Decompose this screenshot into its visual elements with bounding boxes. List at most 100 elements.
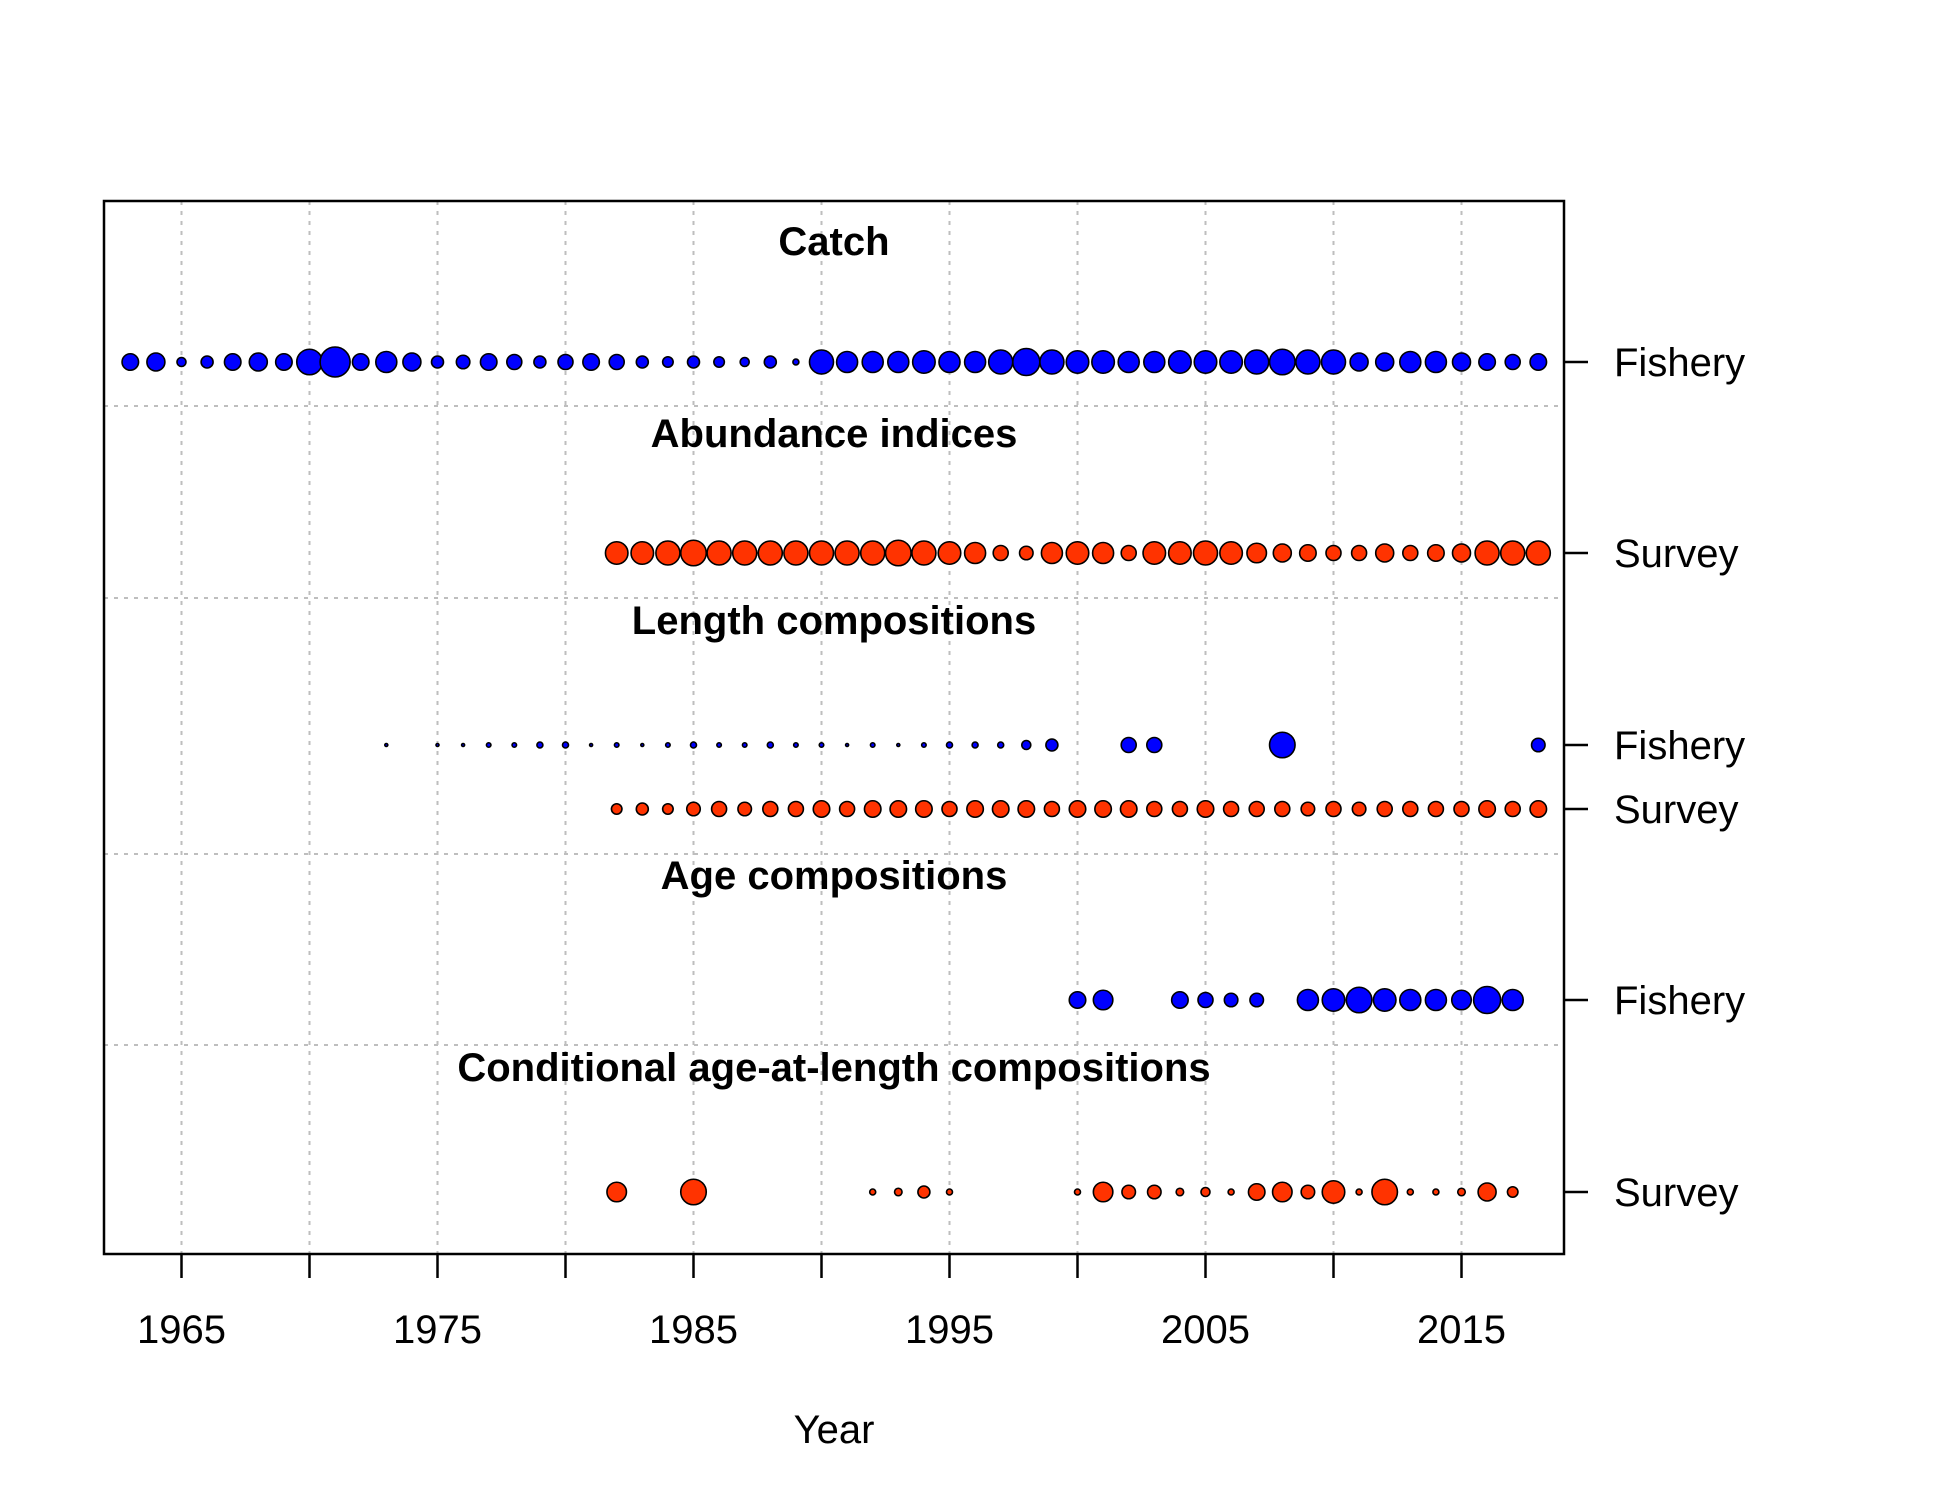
section-title: Length compositions [632,599,1036,643]
data-point [914,799,933,819]
data-point [1017,799,1036,819]
data-point [1298,543,1317,563]
data-point [1372,987,1397,1013]
data-point [610,802,623,816]
data-point [917,1185,931,1199]
data-point [1424,988,1448,1012]
x-tick-label: 1965 [137,1308,226,1352]
data-point [248,352,269,372]
data-point [1146,1184,1162,1200]
data-point [485,741,492,749]
data-point [1246,542,1268,564]
data-point [1501,988,1524,1012]
data-point [536,741,544,749]
data-point [608,353,626,371]
data-point [639,742,645,748]
data-point [1073,1188,1082,1196]
data-point [1321,1179,1346,1205]
data-point [766,741,775,749]
data-point [561,741,570,749]
data-point [383,742,389,748]
data-point [661,802,674,816]
data-point [1406,1188,1415,1196]
data-point [812,799,831,819]
data-point [664,741,671,749]
data-point [996,741,1005,749]
data-point [937,540,962,566]
data-point [895,742,901,748]
data-point [1350,544,1368,562]
data-point [716,741,723,749]
data-point [737,801,753,817]
data-point [479,352,498,372]
data-point [1167,349,1192,375]
data-point [1274,800,1291,818]
data-point [351,352,370,372]
data-point [1249,992,1265,1008]
data-point [818,741,825,749]
data-point [1325,800,1342,818]
data-point [1121,1184,1137,1200]
data-point [1351,801,1367,817]
x-axis-label: Year [794,1408,875,1452]
data-point [655,540,681,566]
data-point [1043,800,1061,818]
data-point [731,540,758,566]
data-point [1197,991,1214,1009]
data-point [635,355,650,369]
data-point [1192,540,1219,566]
data-point [588,742,594,748]
data-point [1376,800,1393,818]
data-point [1296,988,1320,1012]
data-point [1268,731,1296,759]
data-point [1451,543,1472,563]
data-point [861,350,885,374]
data-point [1045,738,1059,752]
row-label: Fishery [1614,979,1745,1023]
data-point [1355,1188,1363,1196]
data-point [613,741,620,749]
x-tick-label: 1995 [905,1308,994,1352]
data-point [884,539,912,567]
data-point [1039,349,1065,375]
data-point [792,741,799,749]
series-survey [606,1178,1519,1206]
data-point [1222,800,1240,818]
data-point [582,352,601,372]
section-title: Age compositions [661,854,1008,898]
row-label: Survey [1614,1171,1739,1215]
data-point [1530,737,1546,753]
data-point [1040,541,1064,565]
data-point [886,350,910,374]
data-point [706,540,732,566]
series-fishery [121,346,1548,378]
data-point [1219,540,1244,566]
data-point [1119,799,1138,819]
data-point [1424,350,1448,374]
data-point [1529,352,1548,372]
data-point [1227,1188,1235,1196]
data-point [1068,990,1087,1010]
data-point [1021,739,1032,751]
data-point [319,346,351,378]
data-point [533,355,547,369]
data-point [1478,352,1497,372]
x-tick-label: 1985 [649,1308,738,1352]
data-point [1525,540,1552,566]
data-point [859,540,886,566]
data-point [1427,800,1445,818]
data-point [808,349,835,375]
data-point [1142,540,1167,566]
data-point [1320,349,1347,375]
data-point [1451,352,1472,372]
data-point [200,355,214,369]
data-point [661,355,674,369]
data-point [1399,350,1422,374]
data-point [783,540,809,566]
data-point [679,1178,708,1206]
data-point [176,356,187,368]
data-point [1068,799,1087,819]
row-label: Fishery [1614,341,1745,385]
data-point [1092,989,1114,1011]
section-title: Catch [778,220,889,264]
